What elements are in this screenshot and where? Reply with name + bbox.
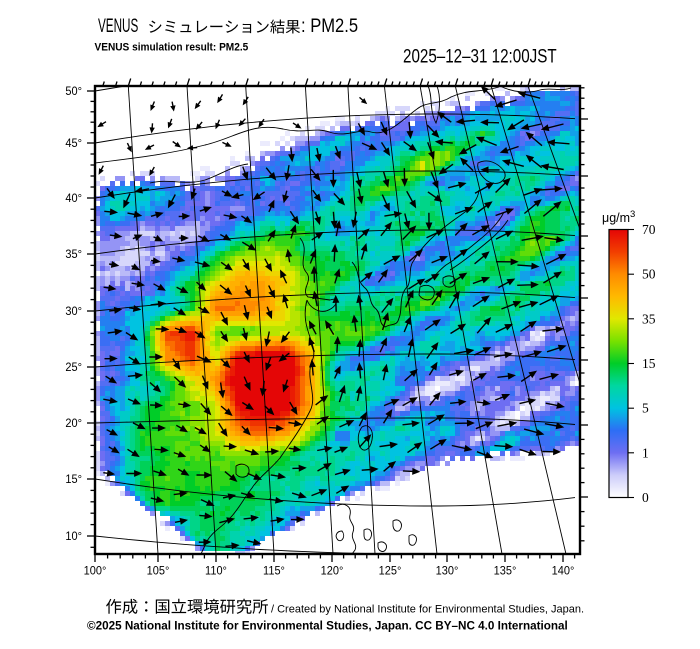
svg-text:2025–12–31 12:00JST: 2025–12–31 12:00JST <box>403 45 557 67</box>
svg-text:130°: 130° <box>436 564 459 578</box>
svg-text:115°: 115° <box>263 564 285 578</box>
svg-text:40°: 40° <box>65 191 82 205</box>
svg-text:45°: 45° <box>65 136 82 150</box>
svg-text:110°: 110° <box>205 564 227 578</box>
svg-text:105°: 105° <box>147 564 170 578</box>
svg-text:μg/m3: μg/m3 <box>602 209 635 225</box>
svg-text:5: 5 <box>642 401 649 416</box>
svg-text:135°: 135° <box>494 564 517 578</box>
svg-text:50°: 50° <box>65 84 82 98</box>
svg-text:©2025 National Institute for E: ©2025 National Institute for Environment… <box>87 620 568 633</box>
svg-text:: PM2.5: : PM2.5 <box>301 15 358 37</box>
svg-text:120°: 120° <box>321 564 344 578</box>
svg-text:100°: 100° <box>84 564 107 578</box>
svg-text:70: 70 <box>642 222 656 237</box>
svg-text:15°: 15° <box>65 472 82 486</box>
svg-text:VENUS: VENUS <box>98 15 138 37</box>
svg-text:125°: 125° <box>379 564 402 578</box>
svg-text:1: 1 <box>642 445 649 460</box>
svg-text:35°: 35° <box>65 247 82 261</box>
svg-text:20°: 20° <box>65 416 82 430</box>
svg-text:0: 0 <box>642 490 649 505</box>
svg-text:30°: 30° <box>65 304 82 318</box>
svg-text:50: 50 <box>642 267 656 282</box>
svg-text:10°: 10° <box>65 529 82 543</box>
svg-text:140°: 140° <box>552 564 575 578</box>
svg-text:25°: 25° <box>65 360 82 374</box>
svg-text:VENUS simulation result: PM2.5: VENUS simulation result: PM2.5 <box>95 41 249 53</box>
svg-text:15: 15 <box>642 356 656 371</box>
svg-text:/ Created by National Institut: / Created by National Institute for Envi… <box>271 604 584 616</box>
svg-text:35: 35 <box>642 311 656 326</box>
